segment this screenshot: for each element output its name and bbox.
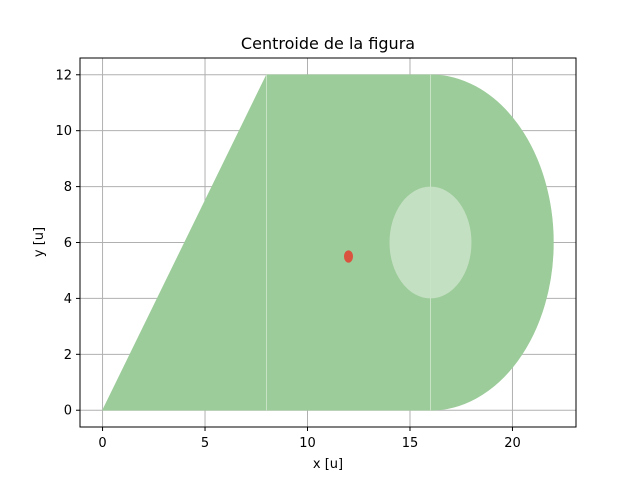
y-tick-label: 0 xyxy=(64,404,72,419)
y-tick-label: 8 xyxy=(64,180,72,195)
x-axis-label: x [u] xyxy=(313,457,343,472)
centroid-layer xyxy=(343,250,354,263)
y-tick-label: 10 xyxy=(55,124,72,139)
y-axis-label: y [u] xyxy=(32,227,47,257)
x-tick-label: 15 xyxy=(402,436,419,451)
figure-shapes xyxy=(102,74,554,411)
x-tick-label: 20 xyxy=(504,436,521,451)
y-tick-label: 4 xyxy=(64,292,72,307)
chart-title: Centroide de la figura xyxy=(241,34,415,53)
x-tick-label: 0 xyxy=(98,436,106,451)
y-tick-label: 2 xyxy=(64,348,72,363)
y-tick-label: 6 xyxy=(64,236,72,251)
centroid-marker xyxy=(343,250,354,263)
axis-ticks: 0 5 10 15 20 0 2 4 6 8 10 12 xyxy=(55,68,520,451)
x-tick-label: 5 xyxy=(201,436,209,451)
semicircle-shape xyxy=(430,74,554,411)
x-tick-label: 10 xyxy=(299,436,316,451)
y-tick-label: 12 xyxy=(55,68,72,83)
